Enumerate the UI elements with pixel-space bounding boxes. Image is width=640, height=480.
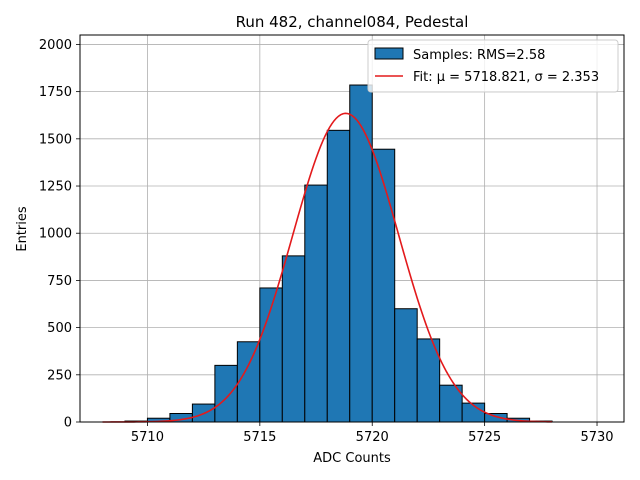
x-tick-label: 5725 [468,430,501,445]
histogram-bar [236,341,261,423]
histogram-bar [394,308,418,423]
legend: Samples: RMS=2.58 Fit: μ = 5718.821, σ =… [367,39,619,93]
histogram-bar [214,364,238,423]
fit-line [102,112,553,423]
x-axis-ticks: 5710 5715 5720 5725 5730 [131,422,614,445]
x-tick-label: 5720 [356,430,389,445]
y-tick-label: 1000 [39,227,72,242]
x-tick-label: 5715 [243,430,276,445]
legend-box [367,39,619,93]
x-tick-label: 5730 [580,430,613,445]
legend-fit-label: Fit: μ = 5718.821, σ = 2.353 [413,70,599,85]
y-tick-label: 250 [47,368,72,383]
legend-histogram-swatch [374,47,404,60]
y-tick-label: 0 [64,416,72,431]
y-axis-ticks: 0 250 500 750 1000 1250 1500 1750 2000 [39,38,80,431]
legend-histogram-label: Samples: RMS=2.58 [413,48,545,63]
y-tick-label: 500 [47,321,72,336]
histogram-bar [349,84,373,423]
histogram-bars [124,84,553,423]
histogram-bar [281,255,306,423]
histogram-bar [304,184,328,423]
chart-title: Run 482, channel084, Pedestal [236,13,469,31]
y-tick-label: 1250 [39,180,72,195]
histogram-bar [326,129,351,423]
x-axis-label: ADC Counts [313,451,391,466]
y-tick-label: 750 [47,274,72,289]
y-tick-label: 1750 [39,85,72,100]
y-tick-label: 2000 [39,38,72,53]
histogram-bar [371,148,396,423]
y-tick-label: 1500 [39,132,72,147]
y-axis-label: Entries [15,206,30,252]
plot-frame [79,34,625,423]
x-tick-label: 5710 [131,430,164,445]
fit-curve [102,112,553,423]
